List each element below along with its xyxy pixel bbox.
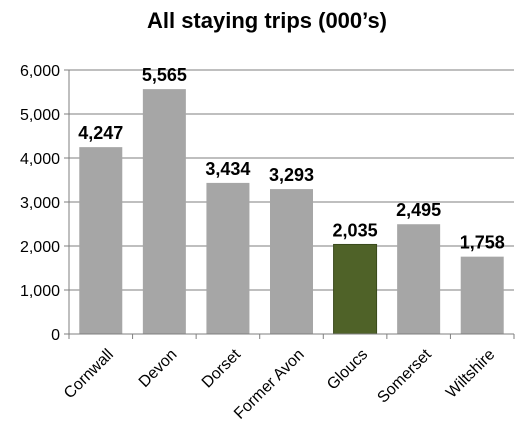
bar-gloucs: [333, 243, 378, 335]
data-label: 4,247: [78, 123, 123, 143]
x-tick-label: Dorset: [199, 346, 245, 392]
data-label: 3,434: [205, 159, 250, 179]
data-label: 2,035: [333, 220, 378, 240]
bar-wiltshire: [460, 256, 504, 334]
y-axis-ticks: 0 1,000 2,000 3,000 4,000 5,000 6,000: [20, 63, 69, 344]
data-labels: 4,247 5,565 3,434 3,293 2,035 2,495 1,758: [78, 65, 504, 253]
y-tick-label: 6,000: [20, 63, 60, 80]
y-tick-label: 3,000: [20, 195, 60, 212]
bar-dorset: [206, 182, 250, 334]
data-label: 2,495: [396, 200, 441, 220]
x-tick-label: Cornwall: [61, 346, 117, 402]
bar-former-avon: [270, 189, 313, 334]
y-tick-label: 0: [51, 327, 60, 344]
bars: [79, 89, 504, 335]
x-tick-label: Somerset: [374, 346, 435, 407]
data-label: 5,565: [142, 65, 187, 85]
bar-devon: [142, 89, 186, 334]
bar-somerset: [397, 224, 441, 334]
x-tick-label: Devon: [136, 346, 181, 391]
bar-cornwall: [79, 147, 123, 334]
chart-title: All staying trips (000’s): [147, 8, 387, 33]
x-tick-label: Wiltshire: [443, 346, 498, 401]
y-tick-label: 4,000: [20, 151, 60, 168]
data-label: 3,293: [269, 165, 314, 185]
y-tick-label: 1,000: [20, 283, 60, 300]
y-tick-label: 5,000: [20, 107, 60, 124]
data-label: 1,758: [460, 233, 505, 253]
y-tick-label: 2,000: [20, 239, 60, 256]
x-tick-label: Gloucs: [324, 346, 371, 393]
